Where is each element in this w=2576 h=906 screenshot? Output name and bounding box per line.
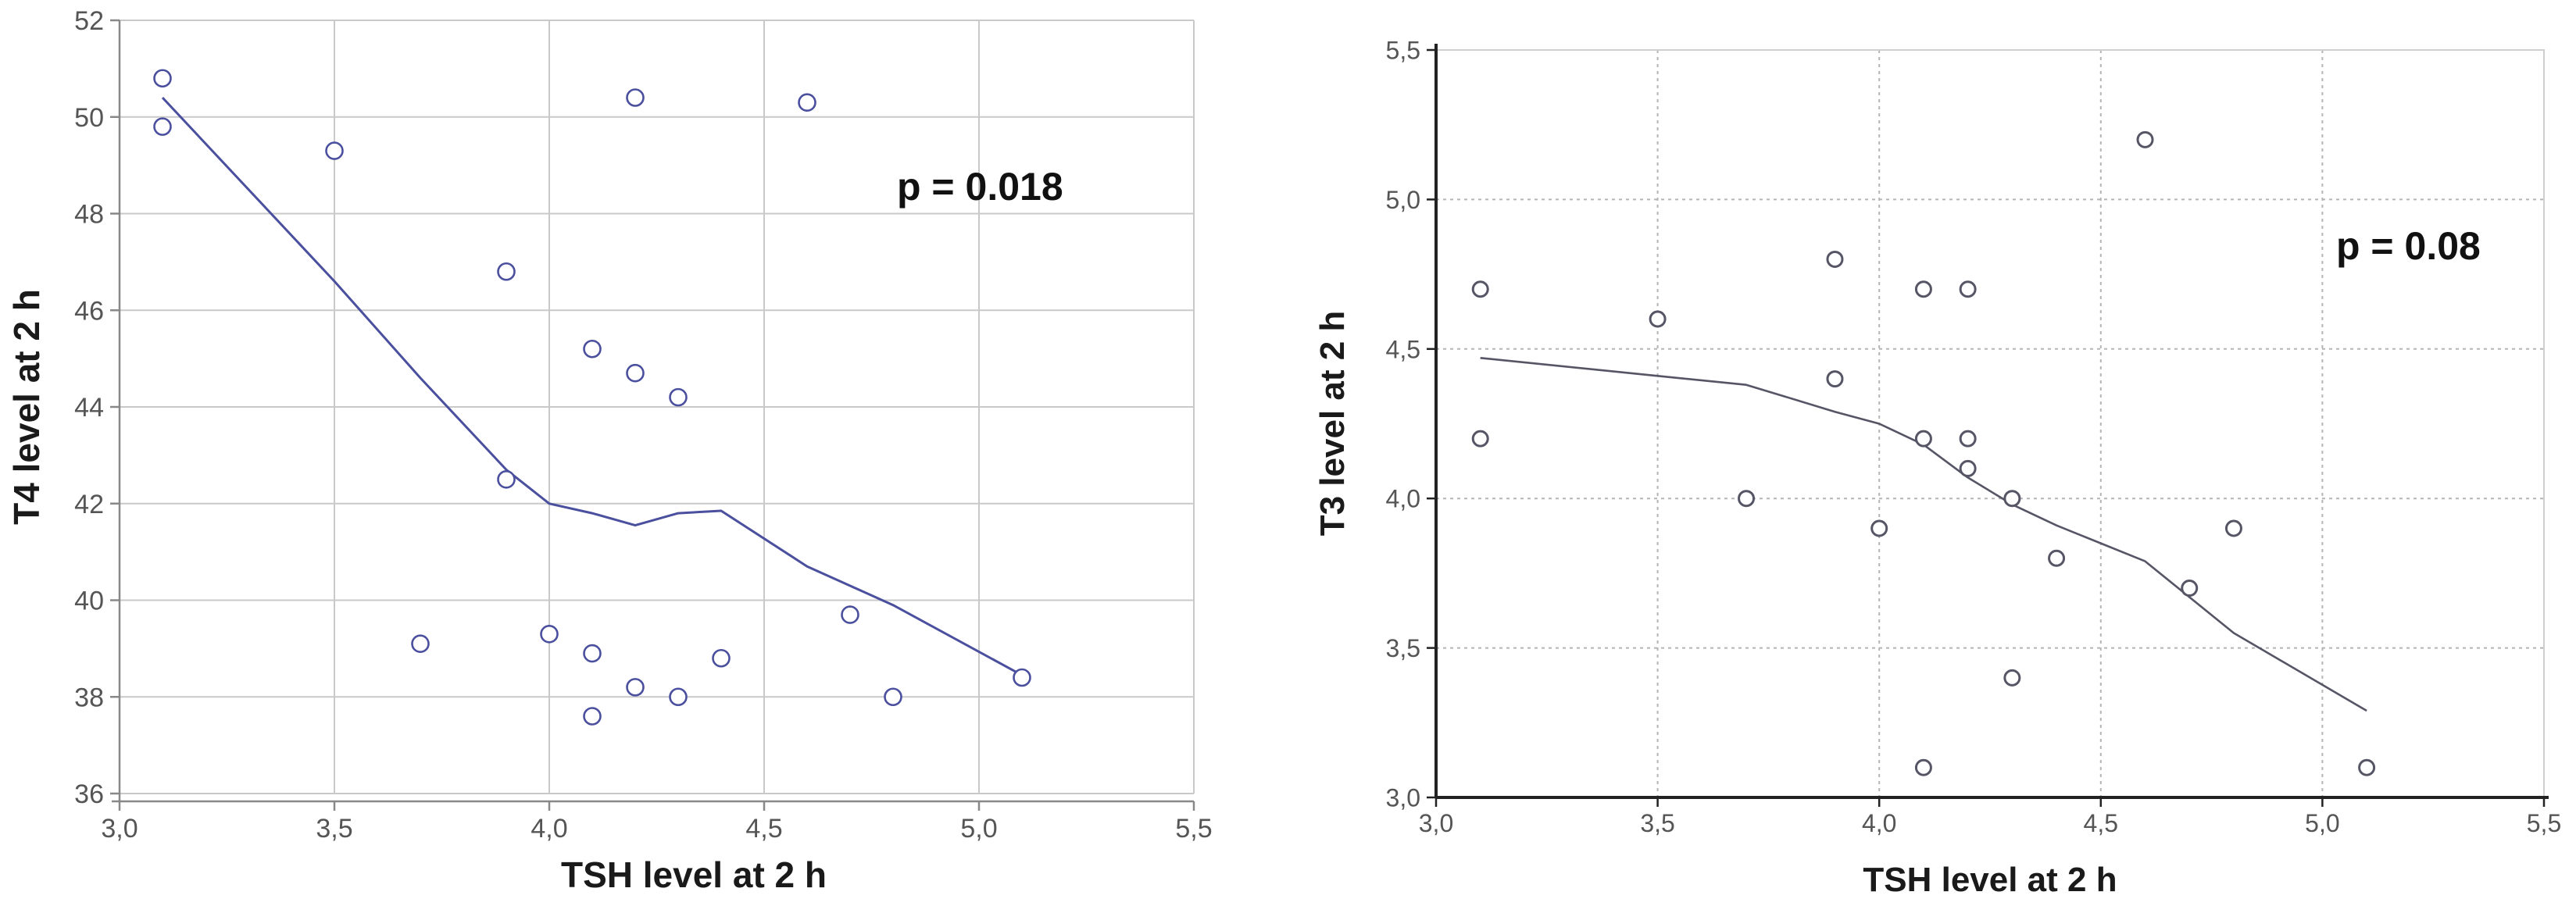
t4-vs-tsh-chart: 3,0 3,5 4,0 4,5 5,0 5,5 36 38 40 42 44 46 48 50 52 TSH … xyxy=(6,6,1213,895)
y-tick-label: 38 xyxy=(74,683,104,712)
data-point xyxy=(1471,430,1489,448)
x-tick-label: 5,5 xyxy=(1175,814,1212,844)
y-tick-label: 50 xyxy=(74,103,104,133)
data-point xyxy=(497,262,516,281)
data-point xyxy=(669,387,688,407)
data-point xyxy=(626,678,645,697)
data-point xyxy=(841,605,859,624)
data-point xyxy=(1914,758,1932,776)
data-point xyxy=(712,648,731,668)
data-point xyxy=(1914,280,1932,298)
data-point xyxy=(1959,280,1977,298)
y-tick-label: 44 xyxy=(74,393,104,423)
data-point xyxy=(1649,310,1667,328)
y-tick-label: 5,5 xyxy=(1386,37,1420,65)
y-tick-label: 46 xyxy=(74,296,104,326)
x-tick-label: 3,0 xyxy=(101,814,138,844)
y-tick-label: 3,0 xyxy=(1386,784,1420,812)
trend-line xyxy=(161,96,1023,676)
data-point xyxy=(1738,490,1756,508)
y-tick-label: 40 xyxy=(74,587,104,616)
y-tick-label: 5,0 xyxy=(1386,186,1420,214)
data-point xyxy=(2003,490,2021,508)
data-point xyxy=(2181,580,2199,597)
x-tick-label: 3,5 xyxy=(316,814,352,844)
y-axis-label: T3 level at 2 h xyxy=(1313,311,1352,537)
data-point xyxy=(583,707,602,726)
x-tick-label: 5,5 xyxy=(2527,809,2561,837)
x-axis-label: TSH level at 2 h xyxy=(561,854,827,895)
data-point xyxy=(2224,519,2242,537)
x-tick-label: 4,0 xyxy=(531,814,567,844)
data-point xyxy=(2003,669,2021,687)
data-point xyxy=(2048,549,2066,567)
data-point xyxy=(626,88,645,107)
data-point xyxy=(884,687,902,707)
y-tick-label: 36 xyxy=(74,779,104,809)
data-point xyxy=(669,687,688,707)
x-tick-label: 5,0 xyxy=(2305,809,2339,837)
data-point xyxy=(411,634,430,653)
data-point xyxy=(325,141,344,160)
data-point xyxy=(540,625,559,644)
x-tick-label: 3,0 xyxy=(1419,809,1453,837)
x-tick-label: 4,5 xyxy=(2084,809,2118,837)
data-point xyxy=(1826,250,1844,268)
x-tick-label: 5,0 xyxy=(960,814,997,844)
data-point xyxy=(1013,668,1031,687)
data-point xyxy=(1471,280,1489,298)
trend-line xyxy=(1480,357,2367,712)
data-point xyxy=(2358,758,2376,776)
y-tick-label: 52 xyxy=(74,6,104,36)
data-point xyxy=(153,69,172,88)
data-point xyxy=(583,644,602,663)
data-point xyxy=(497,470,516,489)
y-tick-label: 4,0 xyxy=(1386,485,1420,513)
p-value-annotation: p = 0.018 xyxy=(897,165,1063,209)
data-point xyxy=(1826,370,1844,388)
x-tick-label: 3,5 xyxy=(1640,809,1674,837)
data-point xyxy=(1959,459,1977,477)
data-point xyxy=(583,339,602,358)
y-tick-label: 4,5 xyxy=(1386,335,1420,363)
y-axis-label: T4 level at 2 h xyxy=(6,289,47,525)
plot-frame xyxy=(1435,49,2545,798)
data-point xyxy=(153,117,172,136)
data-point xyxy=(798,93,816,112)
y-tick-label: 3,5 xyxy=(1386,634,1420,662)
data-point xyxy=(2136,130,2154,148)
data-point xyxy=(1870,519,1888,537)
x-tick-label: 4,0 xyxy=(1862,809,1896,837)
x-axis-label: TSH level at 2 h xyxy=(1863,861,2117,899)
y-tick-label: 48 xyxy=(74,200,104,230)
data-point xyxy=(1914,430,1932,448)
p-value-annotation: p = 0.08 xyxy=(2336,224,2481,268)
x-tick-label: 4,5 xyxy=(745,814,782,844)
y-tick-label: 42 xyxy=(74,490,104,519)
data-point xyxy=(1959,430,1977,448)
data-point xyxy=(626,363,645,383)
t3-vs-tsh-chart: 3,0 3,5 4,0 4,5 5,0 5,5 3,0 3,5 4,0 4,5 5,0 5,5 TSH … xyxy=(1313,37,2561,899)
